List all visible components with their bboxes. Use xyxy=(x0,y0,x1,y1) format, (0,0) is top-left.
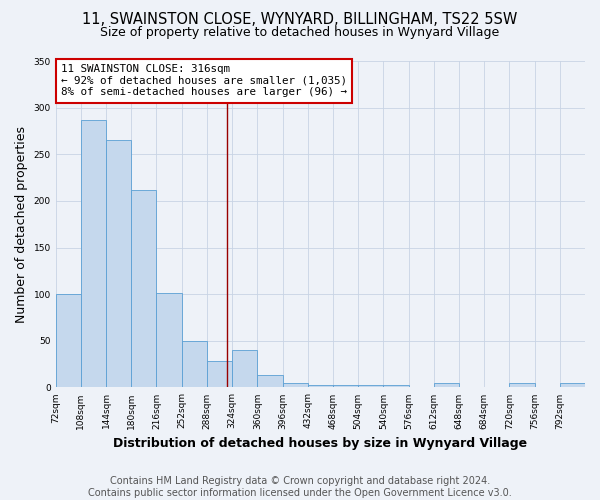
Bar xyxy=(560,383,585,388)
Bar xyxy=(358,384,383,388)
Text: Size of property relative to detached houses in Wynyard Village: Size of property relative to detached ho… xyxy=(100,26,500,39)
Text: 11 SWAINSTON CLOSE: 316sqm
← 92% of detached houses are smaller (1,035)
8% of se: 11 SWAINSTON CLOSE: 316sqm ← 92% of deta… xyxy=(61,64,347,98)
Bar xyxy=(182,341,207,388)
Bar xyxy=(308,384,333,388)
Bar xyxy=(434,383,459,388)
Text: 11, SWAINSTON CLOSE, WYNYARD, BILLINGHAM, TS22 5SW: 11, SWAINSTON CLOSE, WYNYARD, BILLINGHAM… xyxy=(82,12,518,28)
Bar xyxy=(232,350,257,388)
Bar xyxy=(257,376,283,388)
Bar xyxy=(383,384,409,388)
Bar xyxy=(56,294,81,388)
Bar xyxy=(283,383,308,388)
Bar xyxy=(106,140,131,388)
Bar xyxy=(509,383,535,388)
Y-axis label: Number of detached properties: Number of detached properties xyxy=(15,126,28,322)
Bar xyxy=(157,293,182,388)
Bar xyxy=(333,384,358,388)
Bar xyxy=(131,190,157,388)
Bar xyxy=(207,362,232,388)
X-axis label: Distribution of detached houses by size in Wynyard Village: Distribution of detached houses by size … xyxy=(113,437,527,450)
Bar xyxy=(81,120,106,388)
Text: Contains HM Land Registry data © Crown copyright and database right 2024.
Contai: Contains HM Land Registry data © Crown c… xyxy=(88,476,512,498)
